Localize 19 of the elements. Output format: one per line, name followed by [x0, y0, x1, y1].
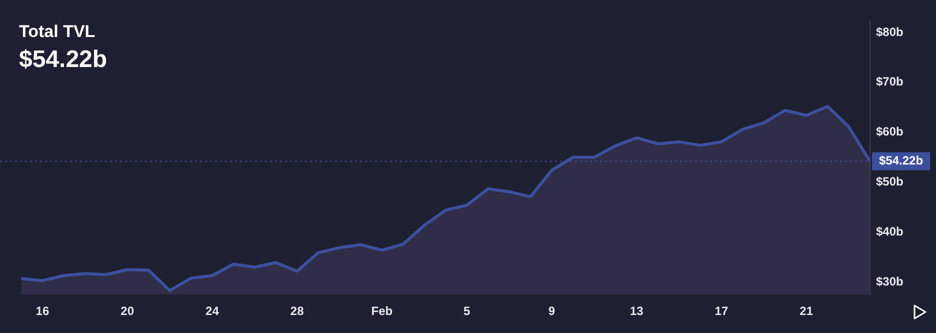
x-tick-label: 28: [290, 304, 304, 318]
x-tick-label: 16: [36, 304, 50, 318]
x-tick-label: 13: [630, 304, 644, 318]
y-tick-label: $80b: [876, 24, 904, 39]
chart-title: Total TVL: [19, 22, 96, 42]
y-tick-label: $70b: [876, 74, 904, 89]
x-tick-label: Feb: [371, 304, 393, 318]
y-tick-label: $60b: [876, 124, 904, 139]
y-tick-label: $30b: [876, 274, 904, 288]
y-tick-label: $50b: [876, 174, 904, 189]
text: $54.22b: [19, 46, 108, 74]
x-tick-label: 17: [714, 304, 728, 318]
y-tick-label: $40b: [876, 224, 904, 239]
x-tick-label: 24: [206, 304, 220, 318]
x-tick-label: 20: [120, 304, 134, 318]
x-tick-label: 21: [800, 304, 814, 318]
x-tick-label: 5: [463, 304, 470, 318]
x-tick-label: 9: [548, 304, 556, 318]
ref-line-label: $54.22b: [879, 154, 924, 168]
